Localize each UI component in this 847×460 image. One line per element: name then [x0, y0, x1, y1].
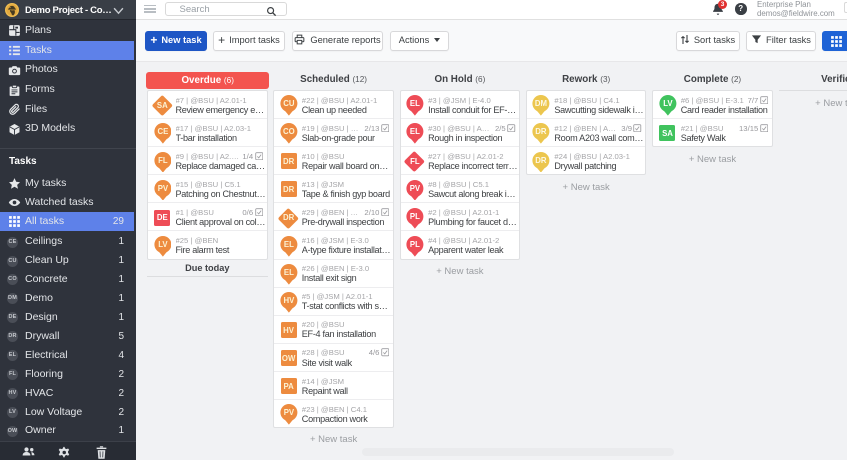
svg-text:CE: CE — [157, 128, 168, 137]
svg-text:PV: PV — [157, 184, 168, 193]
svg-text:PL: PL — [410, 212, 420, 221]
svg-text:PV: PV — [284, 409, 295, 418]
svg-text:LV: LV — [158, 240, 168, 249]
svg-text:DM: DM — [535, 100, 547, 109]
svg-text:EL: EL — [284, 240, 294, 249]
svg-text:EL: EL — [410, 128, 420, 137]
svg-text:EL: EL — [410, 100, 420, 109]
svg-text:FL: FL — [158, 156, 168, 165]
svg-text:LV: LV — [663, 100, 673, 109]
svg-text:HV: HV — [283, 296, 295, 305]
svg-text:PL: PL — [410, 240, 420, 249]
svg-text:CO: CO — [283, 128, 295, 137]
svg-text:DR: DR — [536, 156, 548, 165]
svg-text:DR: DR — [536, 128, 548, 137]
svg-text:CU: CU — [283, 100, 295, 109]
svg-text:EL: EL — [284, 268, 294, 277]
svg-text:PV: PV — [410, 184, 421, 193]
